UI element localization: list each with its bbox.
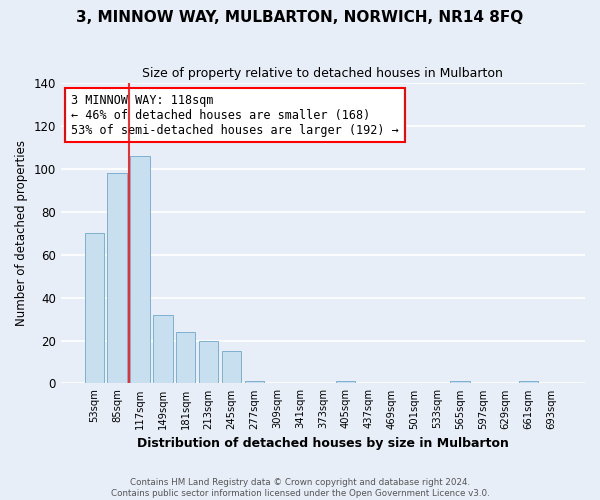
Bar bbox=[222, 351, 241, 384]
Bar bbox=[451, 382, 470, 384]
Bar bbox=[176, 332, 196, 384]
Bar bbox=[85, 233, 104, 384]
Text: 3 MINNOW WAY: 118sqm
← 46% of detached houses are smaller (168)
53% of semi-deta: 3 MINNOW WAY: 118sqm ← 46% of detached h… bbox=[71, 94, 399, 136]
Bar bbox=[245, 382, 264, 384]
Bar bbox=[107, 173, 127, 384]
Y-axis label: Number of detached properties: Number of detached properties bbox=[15, 140, 28, 326]
X-axis label: Distribution of detached houses by size in Mulbarton: Distribution of detached houses by size … bbox=[137, 437, 509, 450]
Bar bbox=[153, 315, 173, 384]
Bar bbox=[199, 340, 218, 384]
Bar bbox=[519, 382, 538, 384]
Bar bbox=[336, 382, 355, 384]
Text: Contains HM Land Registry data © Crown copyright and database right 2024.
Contai: Contains HM Land Registry data © Crown c… bbox=[110, 478, 490, 498]
Text: 3, MINNOW WAY, MULBARTON, NORWICH, NR14 8FQ: 3, MINNOW WAY, MULBARTON, NORWICH, NR14 … bbox=[76, 10, 524, 25]
Title: Size of property relative to detached houses in Mulbarton: Size of property relative to detached ho… bbox=[142, 68, 503, 80]
Bar bbox=[130, 156, 150, 384]
